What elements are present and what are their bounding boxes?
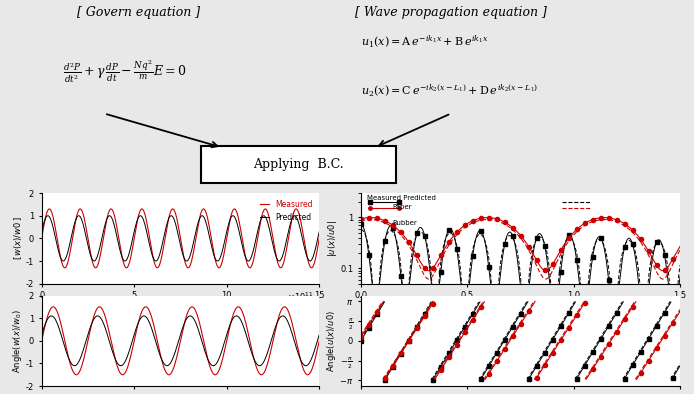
Measured — [151, 261, 159, 266]
Predicted — [260, 214, 268, 218]
Measured — [37, 236, 46, 241]
Predicted — [151, 258, 159, 262]
Text: [ Govern equation ]: [ Govern equation ] — [77, 6, 201, 19]
Legend: Measured, Predicted: Measured, Predicted — [257, 197, 315, 225]
Predicted — [37, 229, 46, 234]
Measured — [260, 208, 268, 213]
Text: $\frac{d^2P}{dt^2} + \gamma\,\frac{dP}{dt} - \frac{Nq^2}{m}E = 0$: $\frac{d^2P}{dt^2} + \gamma\,\frac{dP}{d… — [63, 59, 187, 85]
Measured — [315, 236, 323, 241]
Text: Applying  B.C.: Applying B.C. — [253, 158, 344, 171]
Predicted — [136, 214, 144, 218]
Measured — [67, 247, 75, 252]
Measured — [160, 239, 169, 244]
Line: Measured: Measured — [42, 209, 319, 268]
Predicted — [315, 229, 323, 234]
Text: $u_1(x) = \mathrm{A}\,e^{-ik_1 x}+\mathrm{B}\,e^{ik_1 x}$: $u_1(x) = \mathrm{A}\,e^{-ik_1 x}+\mathr… — [361, 33, 489, 50]
Predicted — [255, 225, 263, 229]
Text: Rubber: Rubber — [393, 220, 418, 226]
Predicted — [59, 258, 67, 263]
Measured — [60, 266, 69, 270]
Text: $\times 10^{11}$: $\times 10^{11}$ — [287, 291, 314, 303]
Text: Measured Predicted: Measured Predicted — [367, 195, 436, 201]
Predicted — [66, 240, 74, 244]
Predicted — [228, 214, 237, 218]
Measured — [45, 206, 53, 211]
Y-axis label: $|u(x)/u0|$: $|u(x)/u0|$ — [325, 220, 339, 257]
Text: $u_2(x) = \mathrm{C}\,e^{-ik_2(x-L_1)}+\mathrm{D}\,e^{ik_2(x-L_1)}$: $u_2(x) = \mathrm{C}\,e^{-ik_2(x-L_1)}+\… — [361, 83, 538, 99]
Text: [ Wave propagation equation ]: [ Wave propagation equation ] — [355, 6, 547, 19]
Y-axis label: Angle$(w(x)/w_0)$: Angle$(w(x)/w_0)$ — [11, 309, 24, 373]
Text: Paper: Paper — [393, 204, 412, 210]
Y-axis label: $[\,w(x)/w0\,]$: $[\,w(x)/w0\,]$ — [12, 216, 24, 260]
Measured — [228, 208, 237, 213]
Y-axis label: Angle$(u(x)/u0)$: Angle$(u(x)/u0)$ — [325, 310, 338, 372]
FancyBboxPatch shape — [201, 146, 396, 184]
Measured — [255, 229, 263, 234]
Predicted — [160, 232, 169, 236]
Line: Predicted: Predicted — [42, 216, 319, 261]
